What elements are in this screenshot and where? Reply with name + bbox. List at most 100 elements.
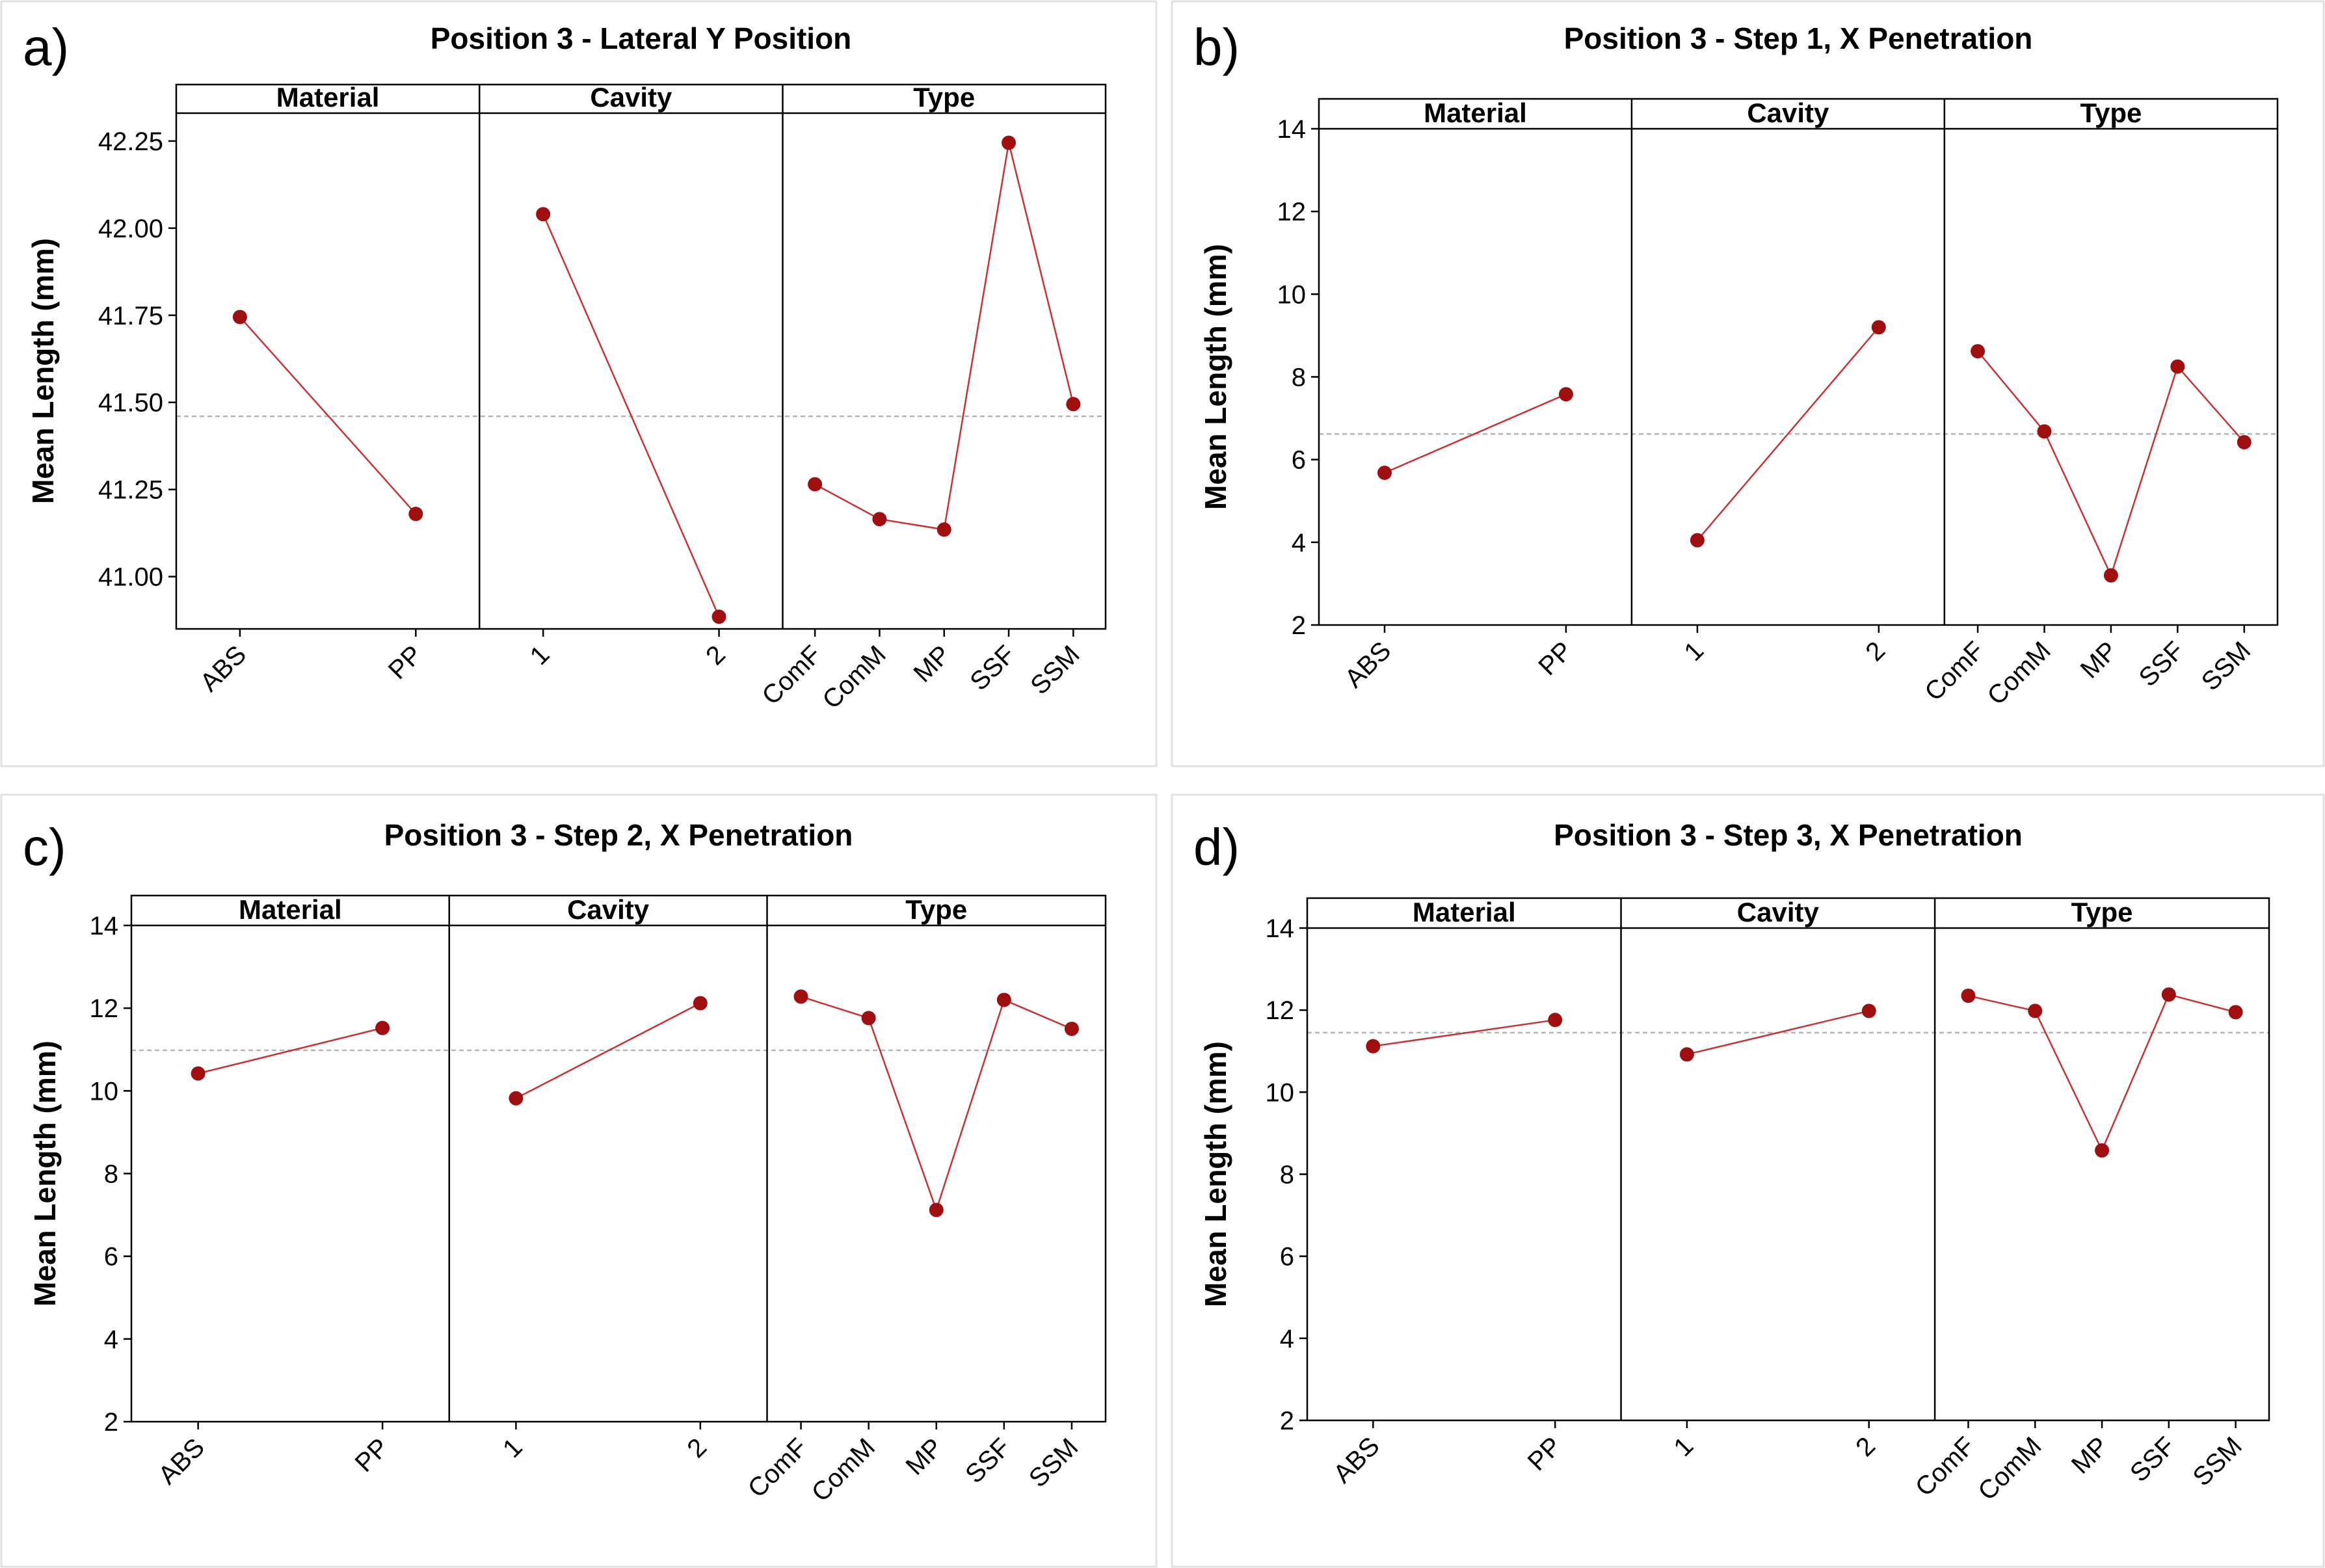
data-point-type-comm [2028,1003,2043,1018]
panel-border [1171,793,2325,1568]
panel-border [0,0,1158,767]
panel-b: b) Position 3 - Step 1, X Penetration Mean… [1171,0,2325,767]
y-tick-label: 8 [104,1160,118,1189]
x-tick-label: ABS [195,640,252,697]
series-line-type [1968,993,2236,1152]
y-tick-label: 41.50 [98,389,163,418]
x-tick-label: PP [383,640,428,685]
y-tick-label: 4 [104,1325,118,1354]
y-tick-label: 6 [1292,446,1306,475]
x-tick-label: SSF [960,1433,1016,1489]
x-tick-label: 1 [1679,636,1709,667]
data-point-type-ssf [2161,987,2176,1002]
x-tick-label: MP [2066,1431,2114,1480]
series-line-cavity [1696,326,1880,541]
x-tick-label: ComF [1919,636,1989,706]
x-tick-label: ComF [1910,1431,1980,1502]
y-tick-label: 4 [1292,529,1306,557]
series-line-cavity [542,213,720,617]
y-axis-label: Mean Length (mm) [1199,1041,1232,1307]
y-tick-label: 4 [1280,1325,1294,1353]
y-tick-label: 12 [1266,996,1295,1025]
y-tick-label: 12 [1277,198,1307,226]
y-tick-label: 14 [90,912,119,940]
y-tick-label: 10 [1266,1078,1295,1107]
data-point-material-pp [375,1020,390,1035]
strip-label-material: Material [276,82,380,113]
y-axis-label: Mean Length (mm) [1199,244,1232,510]
strip-label-material: Material [239,894,342,925]
x-tick-label: 2 [1850,1431,1881,1462]
y-tick-label: 2 [1292,611,1306,640]
data-point-type-ssm [1066,397,1081,412]
series-line-material [1384,393,1567,474]
plot-frame [175,83,1107,630]
y-tick-label: 2 [1280,1407,1294,1435]
x-tick-label: ComM [1973,1431,2047,1506]
data-point-type-comf [1961,989,1976,1003]
x-tick-label: ABS [1340,636,1397,693]
data-point-material-abs [232,310,247,325]
data-point-type-comf [808,477,823,492]
y-tick-label: 14 [1266,914,1295,943]
panel-border [1171,0,2325,767]
series-line-type [801,996,1072,1213]
x-tick-label: SSF [2134,636,2190,692]
x-tick-label: MP [901,1433,949,1481]
plot-frame [130,894,1107,1423]
x-tick-label: ComF [743,1433,813,1503]
chart-title: Position 3 - Step 3, X Penetration [1554,818,2023,852]
x-tick-label: 1 [1668,1431,1699,1462]
data-point-material-pp [1558,387,1573,402]
x-tick-label: ABS [153,1433,210,1490]
data-point-type-ssf [2170,359,2185,374]
x-tick-label: 2 [1860,636,1891,667]
data-point-type-ssm [1064,1021,1079,1036]
x-tick-label: MP [2075,636,2123,684]
data-point-type-mp [2095,1143,2110,1158]
x-tick-label: PP [350,1433,395,1478]
y-axis-label: Mean Length (mm) [28,1041,62,1307]
y-tick-label: 41.25 [98,476,163,505]
data-point-type-comf [1971,344,1986,359]
x-tick-label: ComM [817,640,891,714]
strip-label-material: Material [1424,98,1527,128]
y-tick-label: 6 [1280,1243,1294,1271]
strip-label-type: Type [905,894,967,925]
x-tick-label: SSF [964,640,1020,696]
data-point-type-ssf [996,992,1011,1007]
strip-label-material: Material [1413,897,1516,927]
x-tick-label: MP [909,640,957,688]
data-point-cavity-1 [536,207,551,222]
strip-label-cavity: Cavity [590,82,672,113]
data-point-type-ssf [1002,135,1016,150]
x-tick-label: SSF [2125,1431,2181,1487]
x-tick-label: ComM [806,1433,881,1507]
data-point-material-pp [408,507,423,522]
x-tick-label: ComM [1982,636,2056,710]
y-tick-label: 8 [1280,1161,1294,1189]
y-tick-label: 10 [1277,280,1307,309]
panel-label: a) [23,18,69,76]
data-point-type-ssm [2228,1005,2243,1020]
y-tick-label: 41.75 [98,302,163,330]
series-line-material [198,1027,383,1074]
data-point-type-mp [2103,568,2118,583]
x-tick-label: SSM [1024,1433,1083,1493]
series-line-type [814,142,1074,531]
data-point-cavity-1 [1679,1047,1694,1062]
y-tick-label: 10 [90,1077,119,1106]
data-point-type-comm [861,1011,876,1026]
strip-label-cavity: Cavity [1747,98,1829,128]
strip-label-type: Type [2080,98,2142,128]
x-tick-label: ComF [756,640,827,710]
series-line-cavity [1686,1010,1870,1056]
y-tick-label: 42.25 [98,127,163,156]
panel-d: d) Position 3 - Step 3, X Penetration Mean… [1171,793,2325,1568]
data-point-type-comm [2037,424,2052,439]
y-tick-label: 42.00 [98,215,163,243]
x-tick-label: PP [1522,1431,1567,1476]
x-tick-label: 2 [700,640,731,671]
y-tick-label: 12 [90,994,119,1023]
